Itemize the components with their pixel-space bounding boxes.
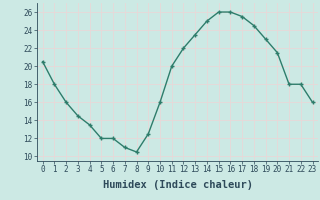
X-axis label: Humidex (Indice chaleur): Humidex (Indice chaleur) <box>103 180 252 190</box>
